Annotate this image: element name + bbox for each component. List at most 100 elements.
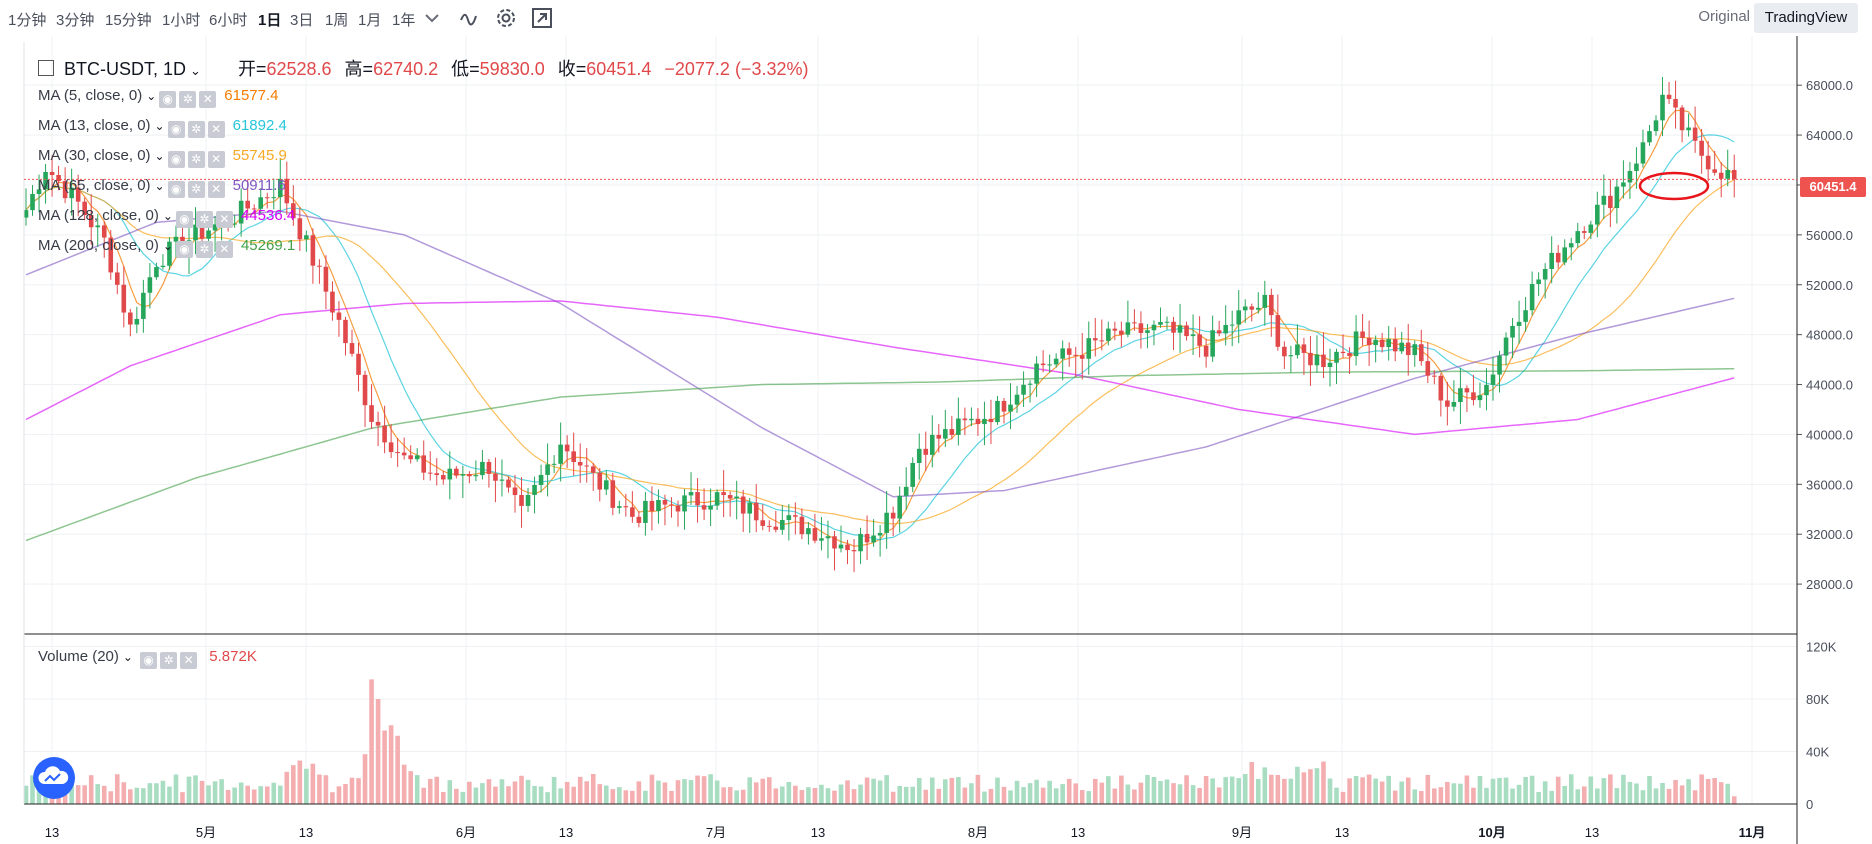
candle[interactable] — [1158, 321, 1163, 325]
candle[interactable] — [1060, 348, 1065, 359]
candle[interactable] — [193, 224, 198, 241]
candle[interactable] — [1262, 294, 1268, 308]
candle[interactable] — [1112, 328, 1118, 331]
candle[interactable] — [23, 210, 29, 218]
candle[interactable] — [101, 225, 107, 238]
timeframe-15min[interactable]: 15分钟 — [105, 12, 152, 29]
candle[interactable] — [258, 197, 264, 209]
timeframe-3min[interactable]: 3分钟 — [56, 12, 95, 29]
volume-name[interactable]: Volume (20) — [38, 648, 119, 665]
candle[interactable] — [890, 512, 896, 519]
candle[interactable] — [610, 480, 616, 508]
candle[interactable] — [1223, 324, 1228, 334]
close-icon[interactable]: ✕ — [215, 241, 233, 258]
candle[interactable] — [1412, 344, 1418, 356]
candle[interactable] — [434, 473, 440, 476]
candle[interactable] — [962, 418, 968, 421]
gear-icon[interactable]: ✲ — [187, 151, 205, 168]
candle[interactable] — [1392, 339, 1398, 352]
candle[interactable] — [969, 418, 974, 421]
candle[interactable] — [1366, 337, 1372, 346]
candle[interactable] — [773, 526, 779, 530]
chevron-down-icon[interactable]: ⌄ — [122, 650, 133, 664]
candle[interactable] — [1327, 362, 1333, 368]
candle[interactable] — [1255, 307, 1261, 310]
candle[interactable] — [1510, 325, 1515, 338]
close-icon[interactable]: ✕ — [215, 211, 233, 228]
candle[interactable] — [747, 502, 753, 514]
candle[interactable] — [1373, 339, 1378, 346]
candle[interactable] — [1386, 339, 1391, 348]
candle[interactable] — [1549, 252, 1554, 270]
candle[interactable] — [1438, 375, 1444, 401]
candle[interactable] — [1171, 321, 1176, 333]
candle[interactable] — [545, 464, 550, 475]
candle[interactable] — [1092, 338, 1098, 341]
candle[interactable] — [630, 507, 635, 517]
candle[interactable] — [356, 353, 361, 375]
candle[interactable] — [714, 492, 720, 506]
candle[interactable] — [1353, 331, 1359, 357]
candle[interactable] — [1073, 354, 1079, 356]
candle[interactable] — [330, 291, 335, 313]
candle[interactable] — [1269, 294, 1274, 316]
indicator-name[interactable]: MA (13, close, 0) — [38, 117, 151, 134]
candle[interactable] — [1151, 324, 1157, 331]
candle[interactable] — [727, 495, 733, 499]
indicator-name[interactable]: MA (30, close, 0) — [38, 147, 151, 164]
candle[interactable] — [1047, 364, 1052, 366]
candle[interactable] — [49, 172, 55, 176]
candle[interactable] — [264, 197, 270, 199]
candlestick-chart[interactable]: 28000.0 32000.0 36000.0 40000.0 44000.0 48000… — [0, 36, 1872, 844]
chevron-down-icon[interactable]: ⌄ — [154, 179, 165, 193]
candle[interactable] — [1608, 195, 1613, 209]
candle[interactable] — [793, 515, 798, 517]
candle[interactable] — [682, 495, 687, 512]
candle[interactable] — [1568, 243, 1574, 248]
candle[interactable] — [427, 472, 433, 474]
candle[interactable] — [871, 535, 876, 543]
candle[interactable] — [597, 472, 603, 490]
timeframe-6h[interactable]: 6小时 — [209, 12, 248, 29]
candle[interactable] — [1249, 306, 1255, 310]
candle[interactable] — [708, 505, 713, 510]
candle[interactable] — [512, 487, 518, 496]
candle[interactable] — [1542, 269, 1548, 280]
candle[interactable] — [1021, 384, 1026, 395]
candle[interactable] — [1203, 345, 1209, 357]
indicator-name[interactable]: MA (200, close, 0) — [38, 237, 159, 254]
candle[interactable] — [310, 235, 316, 266]
candle[interactable] — [167, 241, 172, 266]
candle[interactable] — [1034, 363, 1039, 384]
candle[interactable] — [1379, 339, 1385, 348]
candle[interactable] — [590, 466, 596, 473]
indicator-name[interactable]: MA (65, close, 0) — [38, 177, 151, 194]
candle[interactable] — [1458, 388, 1463, 402]
candle[interactable] — [232, 223, 237, 225]
candle[interactable] — [291, 203, 296, 219]
candle[interactable] — [1321, 354, 1326, 368]
timeframe-1m[interactable]: 1月 — [358, 12, 382, 29]
candle[interactable] — [584, 465, 590, 467]
candle[interactable] — [1705, 155, 1711, 170]
chevron-down-icon[interactable]: ⌄ — [154, 119, 165, 133]
candle[interactable] — [1692, 127, 1698, 141]
close-icon[interactable]: ✕ — [207, 151, 225, 168]
candle[interactable] — [1132, 322, 1137, 324]
candle[interactable] — [1536, 279, 1541, 285]
eye-icon[interactable]: ◉ — [159, 91, 177, 108]
candle[interactable] — [1634, 163, 1639, 171]
candle[interactable] — [649, 500, 655, 512]
candle[interactable] — [1027, 383, 1033, 385]
candle[interactable] — [1164, 321, 1170, 323]
close-icon[interactable]: ✕ — [207, 181, 225, 198]
eye-icon[interactable]: ◉ — [175, 241, 193, 258]
candle[interactable] — [1405, 342, 1411, 356]
candle[interactable] — [343, 319, 348, 344]
candle[interactable] — [636, 516, 642, 523]
candle[interactable] — [1079, 355, 1085, 359]
candle[interactable] — [1282, 346, 1287, 357]
candle[interactable] — [1614, 186, 1620, 209]
candle[interactable] — [1288, 355, 1294, 357]
candle[interactable] — [297, 218, 303, 240]
